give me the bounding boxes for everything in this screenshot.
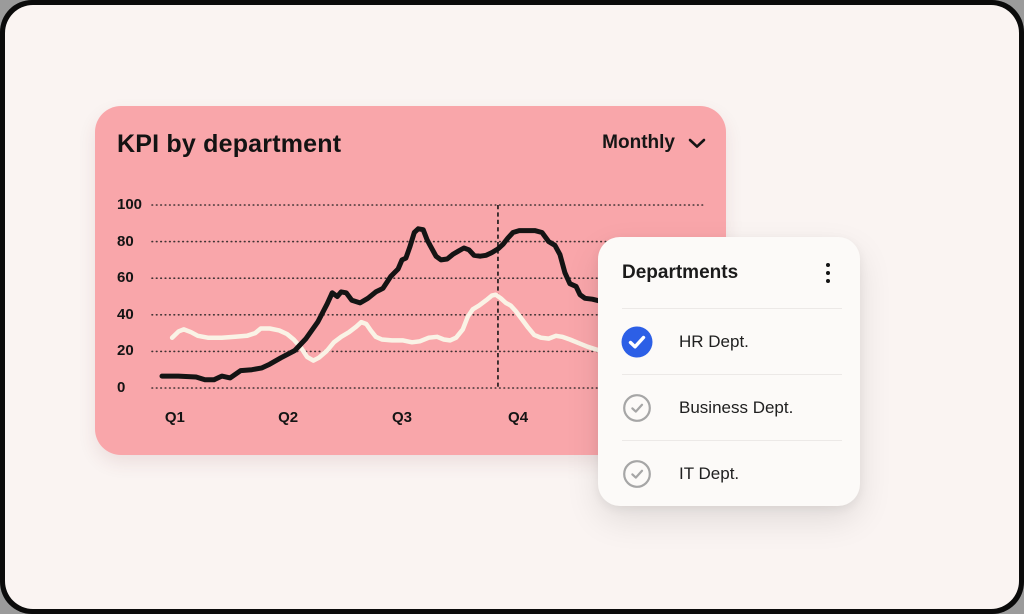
departments-popover: Departments HR Dept. Business Dept. IT Dep… [598,237,860,506]
card-title: KPI by department [117,130,342,158]
popover-header: Departments [598,237,860,308]
unchecked-circle-icon[interactable] [621,458,653,490]
y-axis-tick-label: 100 [117,196,143,213]
y-axis-tick-label: 80 [117,232,134,250]
unchecked-circle-icon[interactable] [621,392,653,424]
popover-title: Departments [622,261,739,283]
department-item-label: Business Dept. [679,397,794,417]
department-item-hr-dept[interactable]: HR Dept. [598,309,860,374]
x-axis-tick-label: Q3 [391,409,412,426]
cream-line [169,292,611,363]
y-axis-tick-label: 0 [117,379,126,396]
period-selector-label: Monthly [602,132,675,153]
checked-circle-icon[interactable] [621,326,653,358]
dark-line [159,226,615,383]
department-list: HR Dept. Business Dept. IT Dept. [598,309,860,506]
popover-divider [622,440,842,441]
y-axis-tick-label: 60 [117,269,134,287]
chevron-down-icon [688,138,706,149]
department-item-it-dept[interactable]: IT Dept. [598,441,860,506]
x-axis-tick-label: Q2 [278,409,299,426]
department-item-label: HR Dept. [679,331,749,351]
period-selector[interactable]: Monthly [602,132,706,154]
app-surface: KPI by department Monthly 0 20 40 60 80 100 Q1… [5,5,1019,609]
y-axis-tick-label: 20 [117,342,134,360]
x-axis-tick-label: Q4 [508,409,529,426]
popover-divider [622,374,842,375]
y-axis-tick-label: 40 [117,305,134,323]
department-item-business-dept[interactable]: Business Dept. [598,375,860,440]
x-axis-tick-label: Q1 [164,409,185,426]
kebab-menu-icon[interactable] [822,259,834,287]
popover-divider [622,308,842,309]
department-item-label: IT Dept. [679,463,740,483]
